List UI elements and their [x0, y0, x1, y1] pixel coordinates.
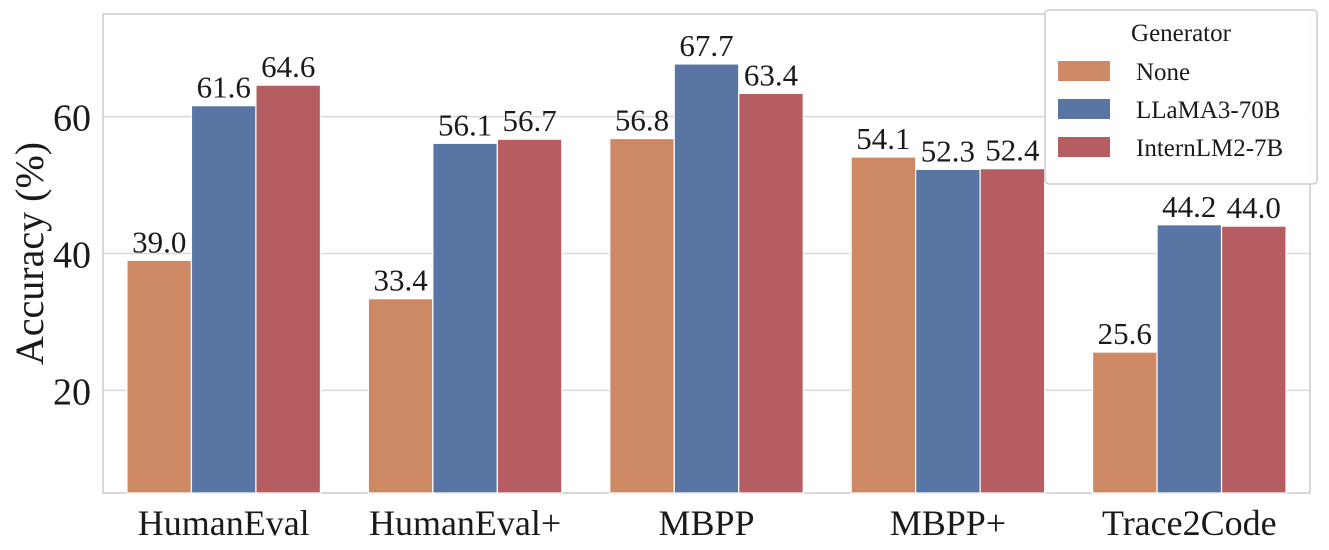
- legend-swatch: [1058, 137, 1110, 157]
- data-label: 56.1: [438, 107, 492, 142]
- bars: [126, 63, 1287, 494]
- bar: [850, 156, 917, 494]
- bar: [979, 168, 1046, 494]
- bar: [1091, 351, 1158, 494]
- bar: [673, 63, 740, 494]
- y-tick-label: 40: [53, 235, 91, 277]
- bar: [915, 168, 981, 494]
- data-label: 52.3: [921, 133, 975, 168]
- bar: [255, 84, 322, 494]
- bar: [126, 259, 193, 494]
- x-tick-label: MBPP: [658, 503, 754, 543]
- legend-box: [1044, 9, 1318, 185]
- bar: [432, 142, 498, 494]
- y-axis-title: Accuracy (%): [7, 142, 52, 365]
- data-label: 25.6: [1098, 316, 1152, 351]
- x-tick-label: MBPP+: [890, 503, 1006, 543]
- bar: [738, 92, 804, 494]
- x-tick-label: HumanEval: [138, 503, 310, 543]
- y-tick-label: 20: [53, 371, 91, 413]
- x-tick-label: HumanEval+: [369, 503, 561, 543]
- data-labels: 39.0 61.6 64.6 33.4 56.1 56.7 56.8 67.7 63.4 54.1…: [132, 28, 1281, 351]
- data-label: 54.1: [856, 121, 910, 156]
- data-label: 44.2: [1162, 189, 1216, 224]
- legend-title: Generator: [1131, 20, 1232, 47]
- legend-swatch: [1058, 99, 1110, 119]
- bar: [367, 298, 434, 494]
- data-label: 63.4: [744, 57, 799, 92]
- bar: [190, 105, 257, 494]
- data-label: 67.7: [679, 28, 733, 63]
- legend-label: LLaMA3-70B: [1136, 97, 1280, 124]
- data-label: 64.6: [261, 49, 315, 84]
- data-label: 61.6: [197, 70, 251, 105]
- bar: [609, 137, 675, 494]
- y-axis-ticks: 20 40 60: [53, 98, 91, 414]
- data-label: 56.7: [502, 103, 556, 138]
- legend-items: None LLaMA3-70B InternLM2-7B: [1058, 59, 1283, 162]
- data-label: 39.0: [132, 224, 186, 259]
- legend: Generator None LLaMA3-70B InternLM2-7B: [1044, 9, 1318, 185]
- bar: [1220, 225, 1287, 494]
- bar: [496, 138, 563, 494]
- x-axis-ticks: HumanEval HumanEval+ MBPP MBPP+ Trace2Code: [138, 503, 1277, 543]
- data-label: 56.8: [615, 103, 669, 138]
- legend-label: InternLM2-7B: [1136, 135, 1283, 162]
- x-tick-label: Trace2Code: [1102, 503, 1277, 543]
- legend-swatch: [1058, 61, 1110, 81]
- data-label: 33.4: [373, 263, 428, 298]
- y-tick-label: 60: [53, 98, 91, 140]
- legend-label: None: [1136, 59, 1190, 86]
- bar: [1156, 224, 1223, 494]
- data-label: 52.4: [985, 133, 1040, 168]
- data-label: 44.0: [1227, 190, 1281, 225]
